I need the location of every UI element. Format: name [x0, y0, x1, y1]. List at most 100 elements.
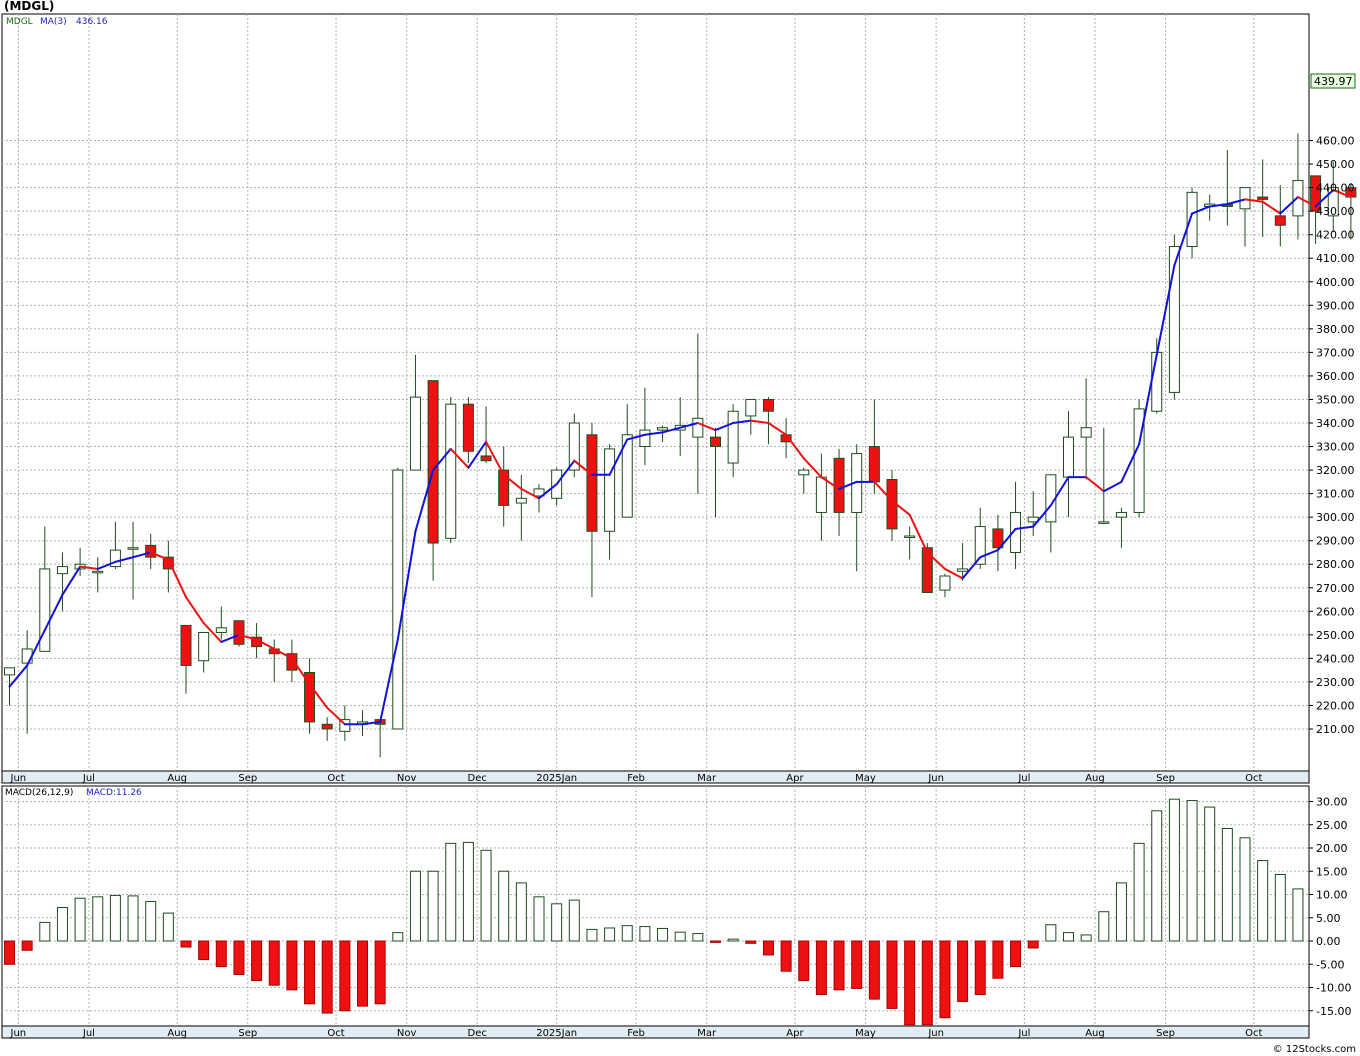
candle-body [304, 672, 316, 723]
macd-bar [198, 940, 210, 961]
macd-bar [1204, 806, 1216, 942]
price-y-tick-label: 420.00 [1316, 229, 1355, 242]
candle-body [868, 446, 880, 483]
candle-body [657, 427, 669, 431]
macd-bar [868, 940, 880, 1000]
candle [621, 404, 633, 518]
ma-segment [714, 422, 735, 432]
candle [445, 397, 457, 544]
macd-x-axis: Jun Jul Aug Sep Oct Nov Dec 2025Jan Feb Mar Apr May… [1, 1025, 1310, 1039]
macd-y-tick-label: -15.00 [1316, 1005, 1351, 1018]
ma-segment [538, 483, 558, 500]
macd-x-tick-label: Aug [167, 1028, 187, 1039]
price-y-tick-label: 400.00 [1316, 276, 1355, 289]
macd-bar [1168, 798, 1180, 942]
ma-segment [502, 473, 523, 490]
macd-legend: MACD(26,12,9) MACD:11.26 [5, 788, 142, 798]
macd-bar [304, 940, 316, 1005]
ma-segment [167, 558, 187, 599]
ma-segment [1173, 212, 1194, 267]
ma-segment [467, 440, 488, 469]
ma-segment [361, 720, 382, 726]
candle-body [4, 667, 15, 676]
candle-body [180, 624, 192, 666]
ma-segment [767, 422, 788, 436]
candle-body [39, 568, 51, 652]
candle [392, 467, 404, 730]
ma-segment [679, 422, 699, 429]
candle-body [198, 631, 210, 662]
macd-x-tick-label: Jul [82, 1028, 95, 1039]
macd-bar [974, 940, 986, 995]
candle [145, 533, 157, 569]
price-x-axis-band [1, 770, 1310, 784]
candle [639, 387, 651, 466]
candle [92, 557, 104, 593]
macd-bar [339, 940, 351, 1012]
last-price-marker: 439.97 [1310, 73, 1356, 89]
candle [568, 413, 580, 478]
macd-bar [251, 940, 263, 982]
macd-bar [1027, 940, 1039, 949]
macd-x-tick-label: Feb [627, 1028, 645, 1039]
macd-x-tick-label: Dec [468, 1028, 487, 1039]
candle-body [1327, 187, 1339, 217]
price-y-tick-label: 210.00 [1316, 723, 1355, 736]
candle [1133, 399, 1145, 518]
candle-body [233, 620, 245, 645]
candle-body [445, 403, 457, 539]
candle-body [409, 396, 421, 471]
ma-segment [996, 527, 1017, 552]
candle [604, 444, 616, 560]
macd-x-tick-label: Aug [1085, 1028, 1105, 1039]
ma-segment [732, 419, 752, 425]
price-y-tick-label: 280.00 [1316, 558, 1355, 571]
candle [657, 425, 669, 442]
price-x-tick-label: Nov [397, 773, 417, 784]
candle-body [515, 497, 527, 504]
candle [957, 543, 969, 581]
macd-bar [427, 870, 439, 942]
ma-segment [926, 551, 946, 570]
ma-segment [1191, 205, 1211, 215]
candle-body [745, 398, 757, 417]
macd-bar [4, 940, 15, 965]
macd-bar [1045, 924, 1057, 942]
ma-segment [149, 551, 170, 561]
macd-bar [639, 926, 651, 942]
price-legend: MDGL MA(3) 436.16 [6, 17, 108, 27]
ma-segment [1120, 443, 1141, 483]
candle-body [56, 566, 68, 575]
macd-bar [604, 927, 616, 942]
ma-segment [908, 513, 929, 554]
price-y-tick-label: 440.00 [1316, 182, 1355, 195]
candle-body [1098, 521, 1110, 524]
price-y-tick-label: 250.00 [1316, 629, 1355, 642]
ma-segment [802, 457, 823, 479]
candle [127, 521, 139, 600]
watermark: © 12Stocks.com [1273, 1044, 1356, 1055]
ma-segment [308, 683, 329, 709]
macd-bar [409, 870, 421, 942]
macd-x-axis-band [1, 1025, 1310, 1039]
macd-bar [462, 841, 474, 942]
candle [198, 631, 210, 673]
legend-ma-value: 436.16 [76, 17, 108, 27]
ma-segment [96, 560, 117, 570]
ma-segment [1014, 525, 1035, 530]
candle [498, 446, 510, 527]
macd-legend-label: MACD(26,12,9) [5, 788, 73, 798]
price-y-tick-label: 310.00 [1316, 488, 1355, 501]
price-x-tick-label: Feb [627, 773, 645, 784]
macd-bar [674, 931, 686, 942]
candle-body [639, 429, 651, 448]
candle-body [1274, 215, 1286, 226]
candle [1310, 175, 1322, 245]
candle-body [1133, 408, 1145, 513]
ma-segment [273, 647, 293, 660]
ma-segment [79, 565, 99, 570]
price-ma-line [8, 188, 1352, 726]
ma-segment [573, 459, 593, 476]
price-x-tick-label: Jul [1017, 773, 1030, 784]
ma-segment [1049, 476, 1070, 507]
